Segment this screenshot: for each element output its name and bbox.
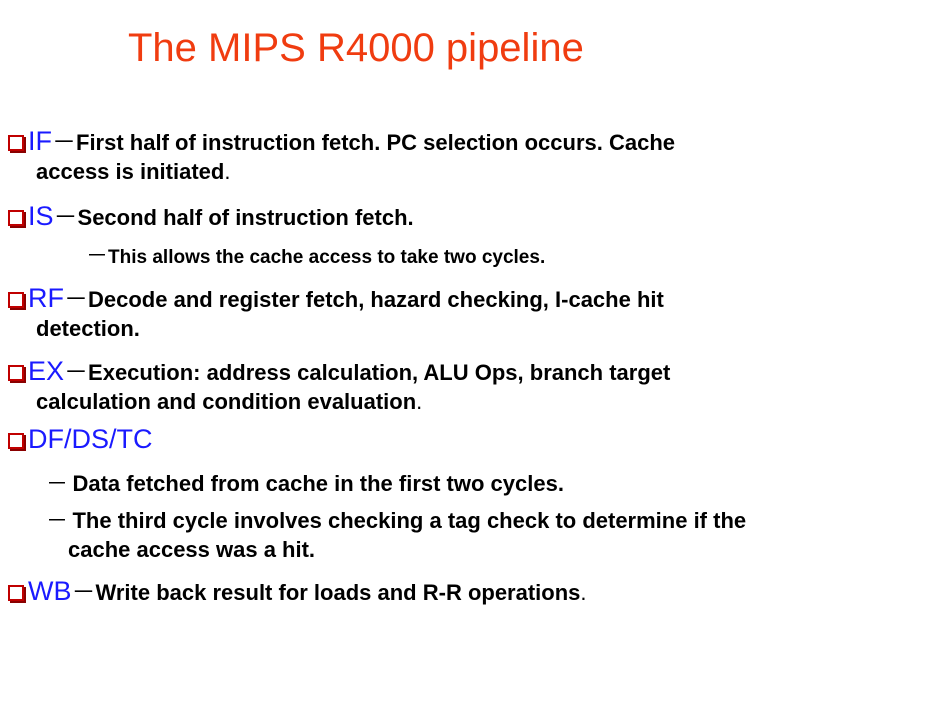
checkbox-bullet-icon: [8, 135, 24, 151]
stage-description: Execution: address calculation, ALU Ops,…: [88, 360, 671, 385]
sub-item-text-cont: cache access was a hit.: [68, 537, 316, 562]
sub-item-text: The third cycle involves checking a tag …: [72, 508, 747, 533]
stage-description-cont: detection.: [36, 316, 140, 341]
sub-item: －This allows the cache access to take tw…: [86, 238, 545, 270]
stage-description: First half of instruction fetch. PC sele…: [76, 130, 676, 155]
sub-item: － Data fetched from cache in the first t…: [46, 466, 564, 498]
period: .: [580, 580, 587, 605]
checkbox-bullet-icon: [8, 210, 24, 226]
sub-item-text: Data fetched from cache in the first two…: [72, 471, 564, 496]
dash: －: [53, 204, 78, 231]
list-item-ex: EX－Execution: address calculation, ALU O…: [8, 352, 938, 417]
stage-label: DF/DS/TC: [28, 424, 153, 454]
list-item-wb: WB－Write back result for loads and R-R o…: [8, 572, 938, 607]
stage-label: IS: [28, 201, 54, 231]
sub-item-text: This allows the cache access to take two…: [108, 247, 546, 268]
stage-description-cont: access is initiated: [36, 159, 225, 184]
dash: －: [46, 471, 69, 496]
dash: －: [64, 359, 89, 386]
dash: －: [64, 286, 88, 313]
stage-label: EX: [28, 356, 65, 386]
stage-label: WB: [28, 576, 72, 606]
stage-description: Write back result for loads and R-R oper…: [95, 580, 581, 605]
stage-description: Decode and register fetch, hazard checki…: [88, 287, 664, 312]
list-item-df-ds-tc: DF/DS/TC: [8, 424, 938, 455]
checkbox-bullet-icon: [8, 292, 24, 308]
checkbox-bullet-icon: [8, 365, 24, 381]
period: .: [224, 159, 231, 184]
checkbox-bullet-icon: [8, 433, 24, 449]
list-item-rf: RF－Decode and register fetch, hazard che…: [8, 279, 938, 344]
dash: －: [52, 129, 76, 156]
list-item-if: IF－First half of instruction fetch. PC s…: [8, 122, 938, 187]
dash: －: [86, 243, 109, 268]
slide-title: The MIPS R4000 pipeline: [128, 26, 584, 70]
dash: －: [71, 579, 96, 606]
period: .: [416, 389, 423, 414]
sub-item: － The third cycle involves checking a ta…: [46, 503, 746, 565]
checkbox-bullet-icon: [8, 585, 24, 601]
dash: －: [46, 508, 69, 533]
stage-description-cont: calculation and condition evaluation: [36, 389, 417, 414]
stage-label: RF: [28, 283, 64, 313]
list-item-is: IS－Second half of instruction fetch.: [8, 197, 938, 232]
stage-description: Second half of instruction fetch.: [77, 205, 414, 230]
stage-label: IF: [28, 126, 52, 156]
